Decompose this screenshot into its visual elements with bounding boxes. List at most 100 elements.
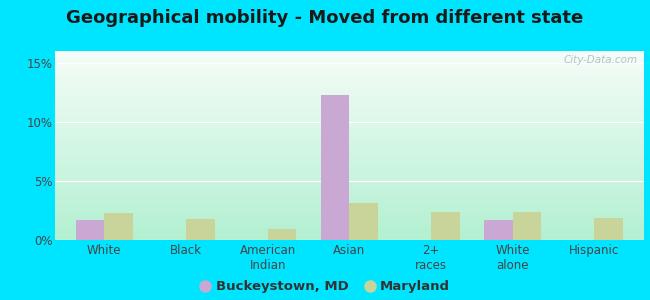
Bar — [55, 229, 644, 230]
Bar — [55, 222, 644, 223]
Bar — [55, 146, 644, 147]
Bar — [55, 183, 644, 184]
Bar — [55, 195, 644, 196]
Bar — [55, 84, 644, 85]
Bar — [55, 107, 644, 108]
Bar — [55, 118, 644, 119]
Bar — [104, 213, 133, 240]
Bar — [55, 178, 644, 179]
Bar — [55, 85, 644, 86]
Bar — [55, 192, 644, 193]
Bar — [55, 95, 644, 96]
Bar — [55, 166, 644, 167]
Bar — [55, 58, 644, 59]
Bar — [55, 77, 644, 78]
Bar — [55, 117, 644, 118]
Bar — [55, 190, 644, 191]
Bar — [55, 163, 644, 164]
Bar — [55, 147, 644, 148]
Bar — [55, 179, 644, 181]
Bar — [55, 232, 644, 233]
Bar — [321, 95, 350, 240]
Bar — [55, 99, 644, 100]
Bar — [55, 94, 644, 95]
Bar — [55, 82, 644, 83]
Bar — [55, 185, 644, 186]
Bar — [55, 114, 644, 115]
Bar — [55, 120, 644, 121]
Bar — [55, 236, 644, 237]
Bar — [55, 115, 644, 116]
Bar — [55, 125, 644, 126]
Bar — [55, 62, 644, 63]
Bar — [55, 97, 644, 98]
Bar — [55, 198, 644, 200]
Bar — [55, 88, 644, 89]
Bar — [55, 65, 644, 66]
Bar — [55, 206, 644, 207]
Bar — [55, 143, 644, 144]
Bar — [55, 80, 644, 81]
Bar — [55, 225, 644, 226]
Bar — [55, 113, 644, 114]
Bar — [268, 230, 296, 240]
Bar — [55, 191, 644, 192]
Bar — [55, 57, 644, 58]
Bar — [55, 151, 644, 152]
Bar — [55, 61, 644, 62]
Bar — [55, 189, 644, 190]
Bar — [55, 215, 644, 216]
Bar — [55, 187, 644, 188]
Bar — [55, 59, 644, 60]
Bar — [55, 56, 644, 57]
Bar — [55, 238, 644, 239]
Bar — [55, 224, 644, 225]
Bar — [55, 138, 644, 139]
Bar — [55, 109, 644, 110]
Bar — [55, 177, 644, 178]
Text: Geographical mobility - Moved from different state: Geographical mobility - Moved from diffe… — [66, 9, 584, 27]
Bar — [55, 203, 644, 204]
Bar — [55, 102, 644, 103]
Bar — [55, 78, 644, 79]
Bar — [55, 186, 644, 187]
Bar — [431, 212, 460, 240]
Bar — [75, 220, 104, 240]
Bar — [55, 164, 644, 165]
Bar — [55, 172, 644, 173]
Bar — [55, 149, 644, 150]
Bar — [55, 70, 644, 71]
Bar — [55, 202, 644, 203]
Bar — [55, 131, 644, 132]
Bar — [55, 90, 644, 91]
Bar — [55, 165, 644, 166]
Bar — [55, 130, 644, 131]
Bar — [55, 216, 644, 217]
Bar — [55, 55, 644, 56]
Bar — [55, 112, 644, 113]
Bar — [55, 181, 644, 182]
Bar — [55, 133, 644, 134]
Bar — [55, 223, 644, 224]
Bar — [55, 105, 644, 106]
Bar — [595, 218, 623, 240]
Bar — [55, 144, 644, 145]
Bar — [55, 188, 644, 189]
Bar — [55, 86, 644, 87]
Bar — [55, 129, 644, 130]
Bar — [55, 157, 644, 158]
Bar — [55, 66, 644, 67]
Bar — [55, 171, 644, 172]
Bar — [55, 200, 644, 201]
Text: City-Data.com: City-Data.com — [564, 55, 638, 65]
Bar — [55, 234, 644, 235]
Bar — [513, 212, 541, 240]
Bar — [55, 124, 644, 125]
Bar — [55, 52, 644, 53]
Bar — [55, 140, 644, 141]
Bar — [55, 194, 644, 195]
Bar — [55, 175, 644, 176]
Bar — [55, 169, 644, 170]
Bar — [55, 75, 644, 76]
Bar — [55, 162, 644, 163]
